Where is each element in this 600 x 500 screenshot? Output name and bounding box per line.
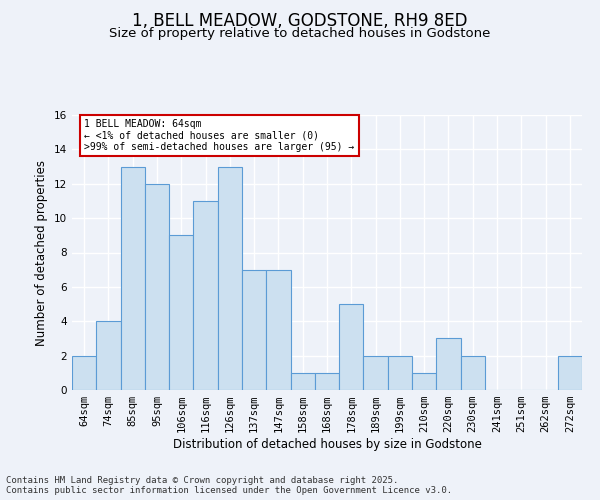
Bar [218, 166, 242, 390]
Bar [72, 356, 96, 390]
Bar [315, 373, 339, 390]
Text: 1 BELL MEADOW: 64sqm
← <1% of detached houses are smaller (0)
>99% of semi-detac: 1 BELL MEADOW: 64sqm ← <1% of detached h… [85, 120, 355, 152]
X-axis label: Distribution of detached houses by size in Godstone: Distribution of detached houses by size … [173, 438, 481, 451]
Y-axis label: Number of detached properties: Number of detached properties [35, 160, 49, 346]
Bar [461, 356, 485, 390]
Bar [412, 373, 436, 390]
Bar [558, 356, 582, 390]
Bar [339, 304, 364, 390]
Bar [290, 373, 315, 390]
Text: Contains HM Land Registry data © Crown copyright and database right 2025.
Contai: Contains HM Land Registry data © Crown c… [6, 476, 452, 495]
Text: 1, BELL MEADOW, GODSTONE, RH9 8ED: 1, BELL MEADOW, GODSTONE, RH9 8ED [132, 12, 468, 30]
Bar [388, 356, 412, 390]
Bar [364, 356, 388, 390]
Bar [145, 184, 169, 390]
Bar [436, 338, 461, 390]
Bar [121, 166, 145, 390]
Bar [169, 236, 193, 390]
Bar [266, 270, 290, 390]
Bar [96, 322, 121, 390]
Text: Size of property relative to detached houses in Godstone: Size of property relative to detached ho… [109, 28, 491, 40]
Bar [193, 201, 218, 390]
Bar [242, 270, 266, 390]
